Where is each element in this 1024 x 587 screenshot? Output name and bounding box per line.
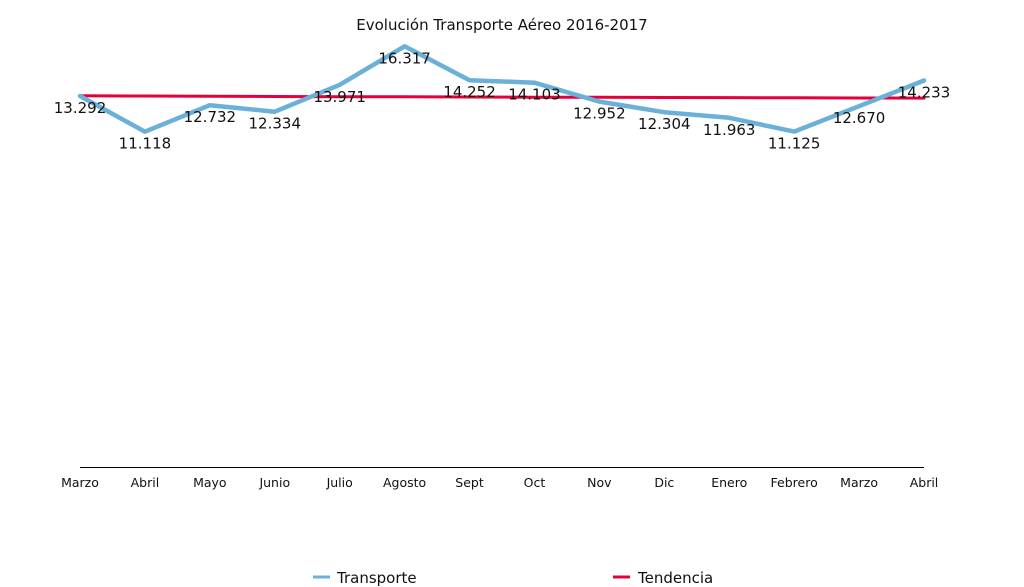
data-label: 12.334 [249,115,302,133]
series-line-tendencia [78,94,926,100]
data-label: 13.971 [313,88,366,106]
series-layer [77,44,927,134]
x-tick-label: Oct [524,475,546,490]
series-line-transporte [77,44,927,134]
data-label: 11.963 [703,121,756,139]
legend: Transporte Tendencia [313,569,713,587]
x-tick-label: Marzo [61,475,99,490]
chart-title: Evolución Transporte Aéreo 2016-2017 [356,16,647,34]
data-label: 12.732 [184,108,237,126]
x-tick-label: Febrero [771,475,818,490]
data-label: 13.292 [54,99,107,117]
data-label: 11.118 [119,135,172,153]
x-tick-label: Julio [326,475,353,490]
x-tick-label: Junio [258,475,290,490]
data-label: 12.304 [638,115,691,133]
legend-label-transporte: Transporte [336,569,417,587]
x-tick-label: Enero [711,475,747,490]
x-tick-label: Marzo [840,475,878,490]
data-labels: 13.292 11.118 12.732 12.334 13.971 16.317 14.2… [54,49,951,152]
data-label: 14.233 [898,84,951,102]
x-tick-label: Nov [587,475,612,490]
x-tick-label: Agosto [383,475,426,490]
data-label: 12.670 [833,109,886,127]
x-tick-label: Sept [455,475,484,490]
legend-label-tendencia: Tendencia [637,569,713,587]
data-label: 16.317 [378,49,431,67]
data-label: 14.103 [508,86,561,104]
x-tick-label: Abril [910,475,939,490]
x-tick-label: Abril [131,475,160,490]
data-label: 11.125 [768,135,821,153]
data-label: 12.952 [573,105,626,123]
x-axis-ticks: Marzo Abril Mayo Junio Julio Agosto Sept Oct Nov… [61,475,938,490]
x-tick-label: Mayo [193,475,227,490]
data-label: 14.252 [443,83,496,101]
x-tick-label: Dic [654,475,674,490]
